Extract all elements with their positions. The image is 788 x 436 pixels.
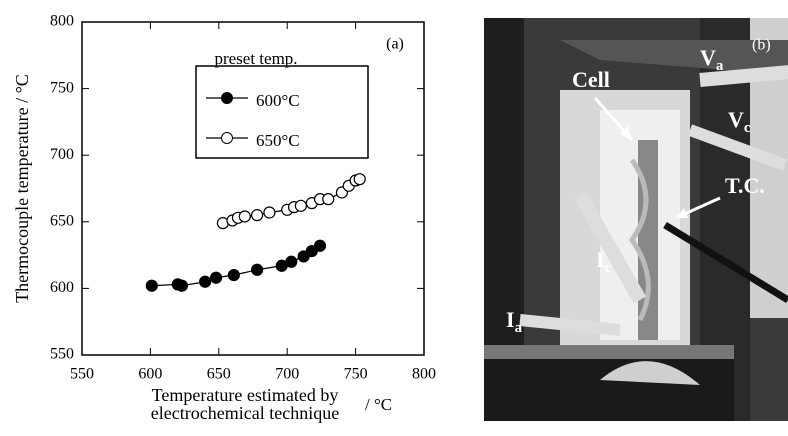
plot-frame	[81, 21, 425, 356]
data-point	[263, 206, 276, 219]
photo-label-text: T.C.	[725, 173, 765, 198]
x-axis-label: Temperature estimated by	[152, 385, 339, 405]
photo-panel-label: (b)	[752, 37, 771, 54]
x-tick-label: 750	[344, 366, 368, 383]
photo-label: Cell	[572, 67, 610, 92]
photo-label: Vc	[728, 107, 751, 136]
data-point	[294, 199, 307, 212]
photo-label-text: I	[506, 307, 515, 332]
photo-label-text: V	[700, 45, 716, 70]
x-axis-label: electrochemical technique	[151, 403, 339, 423]
data-point	[251, 209, 264, 222]
y-tick-label: 600	[50, 279, 74, 296]
x-tick-label: 800	[412, 366, 436, 383]
photo-label-text: Cell	[572, 67, 610, 92]
data-point	[251, 263, 264, 276]
x-tick-label: 550	[70, 366, 94, 383]
data-point	[199, 275, 212, 288]
photo-label-sub: a	[515, 320, 523, 336]
photo-label-sub: c	[744, 120, 751, 136]
y-tick-label: 750	[50, 79, 74, 96]
data-point	[145, 279, 158, 292]
photo-label-sub: a	[716, 58, 724, 74]
y-tick-label: 650	[50, 212, 74, 229]
photo-label: Ic	[596, 247, 612, 276]
data-point	[227, 268, 240, 282]
photo-label: T.C.	[725, 173, 765, 198]
data-point	[175, 279, 188, 292]
legend-marker	[221, 132, 233, 144]
x-tick-label: 700	[275, 366, 299, 383]
data-point	[353, 173, 366, 186]
x-tick-label: 650	[207, 366, 231, 383]
legend-label: 650°C	[256, 131, 300, 150]
legend-marker	[221, 92, 233, 104]
y-tick-label: 800	[50, 13, 74, 30]
x-axis-unit: / °C	[365, 395, 392, 414]
photo-label-text: I	[596, 247, 605, 272]
legend-title: preset temp.	[214, 49, 297, 68]
annotation: (a)	[386, 36, 404, 53]
y-tick-label: 700	[50, 146, 74, 163]
data-point	[238, 210, 251, 223]
photo-label-sub: c	[605, 260, 612, 276]
photo-label: Ia	[506, 307, 523, 336]
y-tick-label: 550	[50, 346, 74, 363]
legend-label: 600°C	[256, 91, 300, 110]
data-point	[209, 271, 223, 284]
data-point	[322, 193, 335, 206]
photo-label-text: V	[728, 107, 744, 132]
y-axis-label: Thermocouple temperature / °C	[12, 74, 32, 303]
data-point	[285, 255, 298, 268]
x-tick-label: 600	[138, 366, 162, 383]
photo-label: Va	[700, 45, 724, 74]
photo	[484, 18, 788, 421]
data-point	[313, 239, 327, 252]
